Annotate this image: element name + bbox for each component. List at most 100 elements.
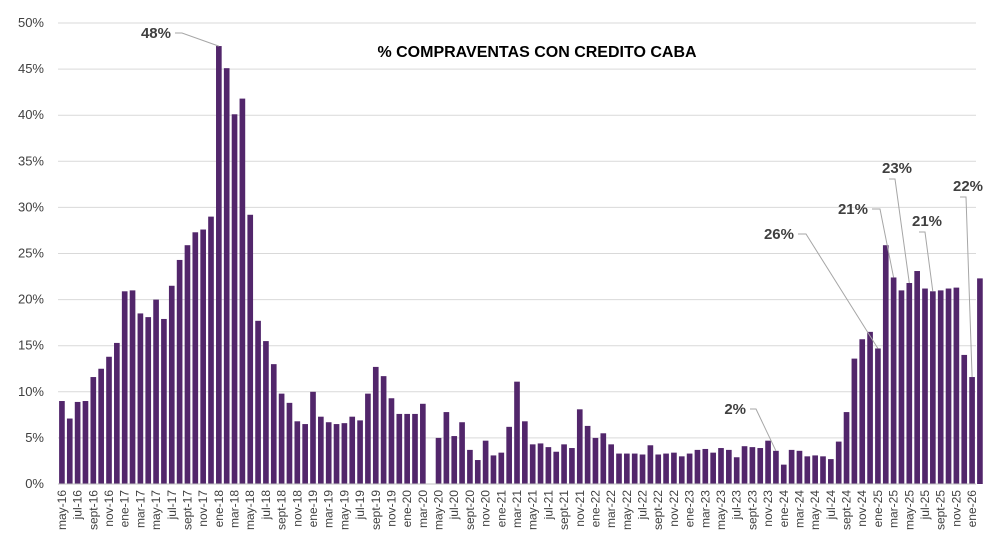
y-tick-label: 25% xyxy=(18,246,44,261)
bar-oct-22 xyxy=(663,453,669,484)
bar-feb-24 xyxy=(788,449,795,484)
bar-may-22 xyxy=(624,453,630,484)
bar-oct-24 xyxy=(851,358,858,484)
bar-mar-23 xyxy=(702,448,709,484)
bar-nov-22 xyxy=(671,452,677,484)
x-tick-label: may-18 xyxy=(243,490,257,530)
bar-feb-21 xyxy=(506,426,512,484)
bar-sept-19 xyxy=(372,366,379,484)
bar-jul-25 xyxy=(922,288,928,484)
bar-abr-25 xyxy=(898,290,905,484)
bar-jul-21 xyxy=(545,447,552,484)
y-axis-ticks: 0% 5% 10% 15% 20% 25% 30% 35% 40% 45% 50% xyxy=(18,15,44,491)
bar-nov-20 xyxy=(482,440,489,484)
bar-nov-16 xyxy=(106,356,112,484)
bar-jul-23 xyxy=(733,457,740,484)
bar-nov-17 xyxy=(200,229,206,484)
x-tick-label: nov-23 xyxy=(761,490,775,527)
bar-sept-20 xyxy=(467,449,473,484)
x-tick-label: jul-21 xyxy=(541,490,555,521)
x-tick-label: nov-16 xyxy=(102,490,116,527)
bar-oct-21 xyxy=(569,448,575,484)
bar-ene-25 xyxy=(875,348,881,484)
x-tick-label: may-21 xyxy=(526,490,540,530)
bar-oct-17 xyxy=(192,232,199,484)
bar-feb-20 xyxy=(412,413,418,484)
x-tick-label: nov-25 xyxy=(949,490,963,527)
bar-ago-23 xyxy=(741,446,748,484)
bar-mar-20 xyxy=(420,403,426,484)
bar-dic-16 xyxy=(114,342,120,484)
x-tick-label: sept-17 xyxy=(180,490,194,530)
x-tick-label: nov-21 xyxy=(573,490,587,527)
bar-jun-25 xyxy=(914,271,920,484)
bar-sept-25 xyxy=(937,290,944,484)
bar-abr-19 xyxy=(333,424,340,484)
bar-ene-19 xyxy=(310,391,316,484)
y-tick-label: 40% xyxy=(18,107,44,122)
bar-dic-21 xyxy=(584,425,591,484)
bar-abr-23 xyxy=(710,452,716,484)
x-tick-label: ene-17 xyxy=(118,490,132,528)
annotation-label: 21% xyxy=(912,213,942,230)
bar-abr-17 xyxy=(145,317,152,484)
x-tick-label: ene-20 xyxy=(400,490,414,528)
bar-jun-22 xyxy=(631,453,638,484)
bar-jul-18 xyxy=(263,341,269,484)
x-tick-label: ene-19 xyxy=(306,490,320,528)
y-tick-label: 5% xyxy=(25,430,44,445)
bar-nov-21 xyxy=(576,409,583,484)
bar-jul-24 xyxy=(828,459,834,484)
bar-may-20 xyxy=(435,437,442,484)
x-tick-label: sept-21 xyxy=(557,490,571,530)
bar-may-21 xyxy=(529,444,536,484)
x-tick-label: sept-24 xyxy=(840,490,854,530)
x-tick-label: ene-18 xyxy=(212,490,226,528)
bar-jun-19 xyxy=(349,416,356,484)
x-tick-label: jul-17 xyxy=(165,490,179,521)
bar-jul-16 xyxy=(74,401,81,484)
bar-mar-17 xyxy=(137,313,144,484)
bar-abr-18 xyxy=(239,98,246,484)
x-tick-label: sept-16 xyxy=(86,490,100,530)
bar-jun-20 xyxy=(443,412,450,484)
x-tick-label: may-24 xyxy=(808,490,822,530)
x-tick-label: ene-24 xyxy=(777,490,791,528)
x-tick-label: may-19 xyxy=(337,490,351,530)
x-tick-label: jul-24 xyxy=(824,490,838,521)
bar-oct-19 xyxy=(380,376,387,484)
bar-jun-23 xyxy=(726,449,732,484)
bar-jun-16 xyxy=(66,418,73,484)
annotation-leader xyxy=(889,178,910,284)
bar-may-19 xyxy=(341,423,348,484)
x-tick-label: may-23 xyxy=(714,490,728,530)
annotation-label: 23% xyxy=(882,160,912,177)
bar-feb-22 xyxy=(600,433,607,484)
bar-dic-17 xyxy=(208,216,214,484)
annotation-label: 2% xyxy=(724,401,746,418)
bar-abr-22 xyxy=(616,453,622,484)
bar-ago-18 xyxy=(270,364,277,484)
bar-oct-25 xyxy=(945,288,952,484)
bar-jul-22 xyxy=(639,454,646,484)
x-tick-label: ene-21 xyxy=(494,490,508,528)
bar-dic-24 xyxy=(867,331,873,484)
annotation-leader xyxy=(798,233,879,349)
y-tick-label: 50% xyxy=(18,15,44,30)
annotation-label: 26% xyxy=(764,226,794,243)
x-tick-label: nov-24 xyxy=(855,490,869,527)
bar-sept-24 xyxy=(843,412,850,484)
x-tick-label: jul-18 xyxy=(259,490,273,521)
bar-oct-20 xyxy=(474,460,481,484)
bar-may-23 xyxy=(718,448,724,484)
annotation-leader xyxy=(175,32,219,47)
bar-may-18 xyxy=(247,214,254,484)
bar-sept-23 xyxy=(749,447,756,484)
bar-oct-23 xyxy=(757,448,764,484)
x-tick-label: nov-17 xyxy=(196,490,210,527)
x-tick-label: mar-22 xyxy=(604,490,618,528)
x-tick-label: nov-20 xyxy=(479,490,493,527)
x-tick-label: may-16 xyxy=(55,490,69,530)
x-tick-label: nov-18 xyxy=(290,490,304,527)
